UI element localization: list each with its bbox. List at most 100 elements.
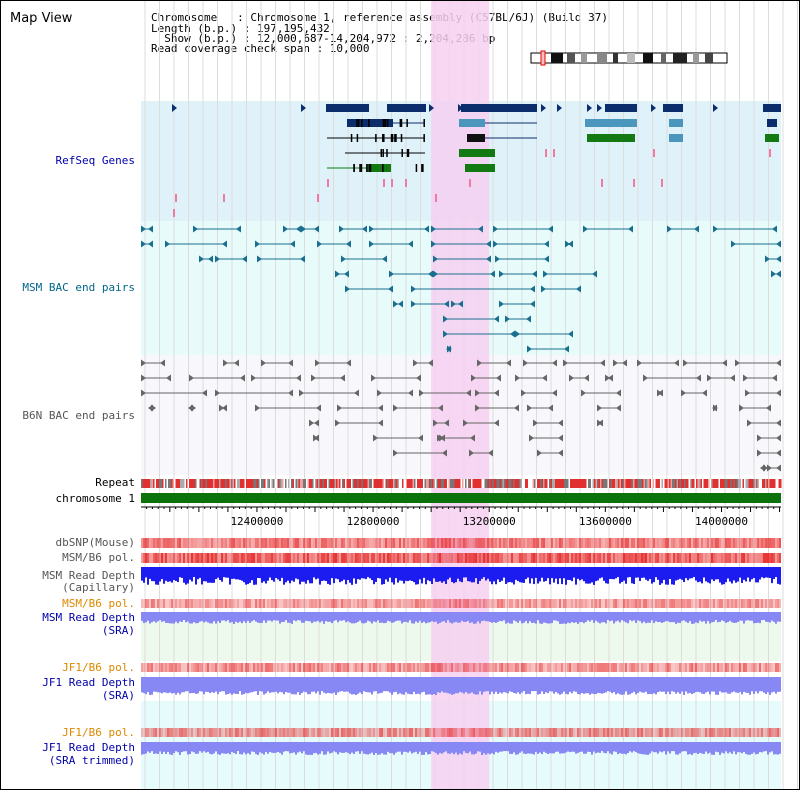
- msm-depth-sra-track-bar: [567, 612, 569, 623]
- msm-pol-heat-track-cell: [653, 553, 655, 563]
- b6n-bac-pair-end: [735, 359, 740, 367]
- msm-pol-heat-track-cell: [543, 553, 545, 563]
- repeat-segment: [376, 479, 378, 488]
- dbsnp-heat-track-cell: [277, 538, 279, 548]
- msm-pol-sra-heat-track-cell: [589, 599, 591, 608]
- repeat-segment: [198, 479, 200, 488]
- jf1-pol-trim-heat-track-cell: [639, 728, 641, 737]
- msm-pol-heat-track-cell: [335, 553, 337, 563]
- msm-depth-sra-track-bar: [649, 612, 651, 623]
- repeat-segment: [288, 479, 290, 488]
- repeat-segment: [520, 479, 522, 488]
- msm-depth-sra-track-bar: [713, 612, 715, 622]
- dbsnp-heat-track-cell: [719, 538, 721, 548]
- repeat-segment: [451, 479, 453, 488]
- dbsnp-heat-track-cell: [665, 538, 667, 548]
- dbsnp-heat-track-cell: [547, 538, 549, 548]
- msm-depth-sra-track-bar: [185, 612, 187, 623]
- msm-pol-heat-track-cell: [253, 553, 255, 563]
- jf1-depth-trim-track-bar: [225, 742, 227, 754]
- dbsnp-heat-track-cell: [361, 538, 363, 548]
- msm-depth-capillary-track-bar: [483, 567, 485, 578]
- jf1-depth-sra-track-bar: [395, 677, 397, 692]
- msm-pol-sra-heat-track-cell: [699, 599, 701, 608]
- msm-depth-sra-track-bar: [731, 612, 733, 623]
- msm-pol-heat-track-cell: [265, 553, 267, 563]
- jf1-depth-sra-track-bar: [405, 677, 407, 693]
- track-label-jf1-pol-1: JF1/B6 pol.: [62, 661, 135, 674]
- repeat-segment: [355, 479, 357, 488]
- msm-pol-sra-heat-track-cell: [675, 599, 677, 608]
- jf1-depth-trim-track-bar: [413, 742, 415, 753]
- msm-pol-heat-track-cell: [225, 553, 227, 563]
- msm-pol-sra-heat-track-cell: [243, 599, 245, 608]
- track-label-msm-bac[interactable]: MSM BAC end pairs: [22, 281, 135, 294]
- msm-depth-sra-track-bar: [375, 612, 377, 623]
- jf1-depth-sra-track-bar: [391, 677, 393, 695]
- dbsnp-heat-track-cell: [683, 538, 685, 548]
- jf1-pol-trim-heat-track-cell: [723, 728, 725, 737]
- jf1-depth-trim-track-bar: [551, 742, 553, 754]
- jf1-depth-sra-track-bar: [489, 677, 491, 695]
- msm-depth-capillary-track-bar: [637, 567, 639, 578]
- msm-pol-heat-track-cell: [425, 553, 427, 563]
- jf1-pol-trim-heat-track-cell: [187, 728, 189, 737]
- msm-depth-sra-track-bar: [759, 612, 761, 624]
- repeat-segment: [696, 479, 698, 488]
- jf1-pol-heat-track-cell: [603, 663, 605, 672]
- repeat-segment: [435, 479, 437, 488]
- jf1-depth-trim-track-bar: [699, 742, 701, 753]
- msm-pol-sra-heat-track-cell: [711, 599, 713, 608]
- jf1-depth-trim-track-bar: [343, 742, 345, 753]
- jf1-depth-sra-track-bar: [241, 677, 243, 695]
- msm-depth-capillary-track-bar: [267, 567, 269, 581]
- repeat-segment: [618, 479, 620, 488]
- msm-pol-heat-track-cell: [379, 553, 381, 563]
- repeat-segment: [159, 479, 161, 488]
- jf1-pol-heat-track-cell: [175, 663, 177, 672]
- msm-pol-sra-heat-track-cell: [209, 599, 211, 608]
- repeat-segment: [493, 479, 495, 488]
- jf1-pol-heat-track-cell: [167, 663, 169, 672]
- jf1-pol-heat-track-cell: [275, 663, 277, 672]
- msm-pol-sra-heat-track-cell: [745, 599, 747, 608]
- msm-depth-sra-track-bar: [325, 612, 327, 622]
- msm-pol-sra-heat-track-cell: [197, 599, 199, 608]
- msm-pol-heat-track-cell: [749, 553, 751, 563]
- jf1-depth-sra-track-bar: [231, 677, 233, 695]
- msm-pol-sra-heat-track-cell: [719, 599, 721, 608]
- jf1-pol-heat-track-cell: [537, 663, 539, 672]
- jf1-depth-sra-track-bar: [275, 677, 277, 692]
- jf1-pol-trim-heat-track-cell: [387, 728, 389, 737]
- msm-depth-capillary-track-bar: [763, 567, 765, 579]
- msm-pol-heat-track-cell: [485, 553, 487, 563]
- jf1-pol-heat-track-cell: [519, 663, 521, 672]
- msm-bac-pair-end: [510, 330, 515, 338]
- jf1-pol-trim-heat-track-cell: [405, 728, 407, 737]
- msm-depth-capillary-track-bar: [691, 567, 693, 579]
- track-label-b6n-bac[interactable]: B6N BAC end pairs: [22, 409, 135, 422]
- jf1-pol-trim-heat-track-cell: [379, 728, 381, 737]
- jf1-pol-trim-heat-track-cell: [409, 728, 411, 737]
- jf1-pol-trim-heat-track-cell: [729, 728, 731, 737]
- msm-pol-sra-heat-track-cell: [249, 599, 251, 608]
- jf1-pol-trim-heat-track-cell: [295, 728, 297, 737]
- jf1-depth-trim-track-bar: [399, 742, 401, 752]
- jf1-depth-sra-track-bar: [337, 677, 339, 693]
- msm-depth-capillary-track-bar: [529, 567, 531, 584]
- msm-pol-heat-track-cell: [207, 553, 209, 563]
- repeat-segment: [322, 479, 324, 488]
- msm-depth-capillary-track-bar: [335, 567, 337, 579]
- jf1-pol-heat-track-cell: [345, 663, 347, 672]
- jf1-pol-heat-track-cell: [757, 663, 759, 672]
- track-label-refseq-genes[interactable]: RefSeq Genes: [55, 154, 135, 167]
- refseq-exon-tick: [366, 164, 368, 172]
- repeat-segment: [289, 479, 291, 488]
- jf1-pol-heat-track-cell: [759, 663, 761, 672]
- jf1-pol-heat-track-cell: [501, 663, 503, 672]
- dbsnp-heat-track-cell: [383, 538, 385, 548]
- jf1-depth-trim-track-bar: [203, 742, 205, 752]
- msm-depth-sra-track-bar: [465, 612, 467, 622]
- jf1-depth-sra-track-bar: [221, 677, 223, 692]
